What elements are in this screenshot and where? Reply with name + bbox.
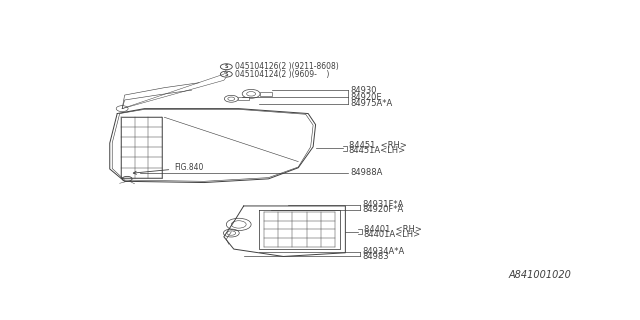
Text: 84451  <RH>: 84451 <RH> — [349, 141, 406, 150]
Text: 84401A<LH>: 84401A<LH> — [364, 230, 421, 239]
Bar — [238, 97, 249, 100]
Text: 84930: 84930 — [350, 86, 377, 95]
Text: 84920E: 84920E — [350, 92, 382, 101]
Text: 84931F*A: 84931F*A — [363, 200, 404, 209]
Text: 045104126(2 )(9211-8608): 045104126(2 )(9211-8608) — [235, 62, 339, 71]
Text: 84401  <RH>: 84401 <RH> — [364, 225, 422, 234]
Text: FIG.840: FIG.840 — [133, 163, 204, 174]
Text: 84934A*A: 84934A*A — [363, 247, 405, 256]
Text: S: S — [225, 72, 228, 76]
Text: 84983: 84983 — [363, 252, 389, 261]
Text: 84451A<LH>: 84451A<LH> — [349, 146, 406, 155]
Text: 84920F*A: 84920F*A — [363, 205, 404, 214]
Bar — [260, 92, 273, 96]
Text: 84988A: 84988A — [350, 168, 383, 177]
Text: A841001020: A841001020 — [508, 270, 571, 280]
Text: 045104124(2 )(9609-    ): 045104124(2 )(9609- ) — [235, 70, 329, 79]
Text: S: S — [225, 64, 228, 69]
Text: 84975A*A: 84975A*A — [350, 100, 392, 108]
